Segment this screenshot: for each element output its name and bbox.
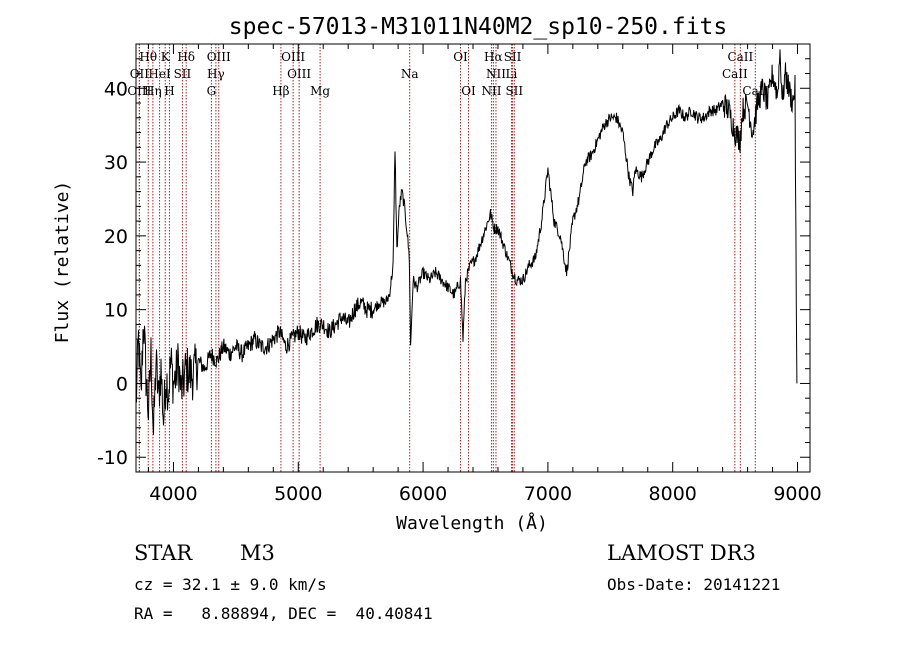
axis-ticks: 4000 5000 6000 7000 8000 9000 -10 0 10 20 30 40: [97, 43, 822, 505]
spectral-line-label: Li: [506, 67, 518, 81]
survey-name: LAMOST DR3: [607, 541, 756, 565]
spectral-line-label: Hγ: [207, 67, 225, 81]
spectral-line-label: CaII: [722, 67, 748, 81]
x-tick-label: 4000: [149, 483, 197, 505]
spectral-line-label: H: [164, 84, 174, 98]
spectral-line-label: Mg: [310, 84, 330, 98]
spectral-line-label: G: [207, 84, 217, 98]
y-tick-label: 10: [104, 300, 128, 322]
x-tick-label: 6000: [399, 483, 447, 505]
y-axis-label: Flux (relative): [52, 181, 73, 344]
spectral-line-label: NII: [486, 67, 506, 81]
spectral-line-label: SII: [174, 67, 192, 81]
spectral-line-label: Hα: [484, 50, 503, 64]
y-tick-label: -10: [97, 447, 128, 469]
y-tick-label: 30: [104, 152, 128, 174]
object-subclass: M3: [240, 541, 275, 565]
spectral-line-label: Hη: [144, 84, 162, 98]
spectral-line-label: OI: [461, 84, 476, 98]
spectral-line-label: Na: [401, 67, 419, 81]
y-tick-label: 0: [116, 373, 128, 395]
x-axis-label: Wavelength (Å): [396, 512, 548, 534]
spectral-line-label: Hδ: [177, 50, 195, 64]
spectral-line-label: OIII: [287, 67, 311, 81]
spectral-line-label: OIII: [281, 50, 305, 64]
x-tick-label: 9000: [773, 483, 821, 505]
spectral-line-label: HeI: [148, 67, 171, 81]
spectral-line-label: CaII: [727, 50, 753, 64]
x-tick-label: 7000: [524, 483, 572, 505]
spectral-line-label: NII: [481, 84, 501, 98]
redshift-velocity: cz = 32.1 ± 9.0 km/s: [134, 575, 327, 594]
spectral-line-label: SII: [505, 84, 523, 98]
spectral-line-label: K: [161, 50, 171, 64]
x-tick-label: 8000: [649, 483, 697, 505]
spectral-line-label: SII: [504, 50, 522, 64]
spectral-line-label: OIII: [127, 84, 151, 98]
spectral-lines-layer: [138, 44, 756, 472]
spectral-line-label: OI: [453, 50, 468, 64]
plot-frame: [135, 43, 811, 473]
chart-title: spec-57013-M31011N40M2_sp10-250.fits: [229, 14, 728, 40]
y-tick-label: 20: [104, 226, 128, 248]
spectral-line-label: Hβ: [272, 84, 289, 98]
spectral-line-label: OIII: [207, 50, 231, 64]
x-tick-label: 5000: [274, 483, 322, 505]
coordinates: RA = 8.88894, DEC = 40.40841: [134, 604, 433, 623]
object-class: STAR: [134, 541, 193, 565]
y-tick-label: 40: [104, 78, 128, 100]
observation-date: Obs-Date: 20141221: [607, 575, 781, 594]
spectrum-series-line: [135, 49, 798, 435]
spectral-line-label: Hθ: [139, 50, 157, 64]
